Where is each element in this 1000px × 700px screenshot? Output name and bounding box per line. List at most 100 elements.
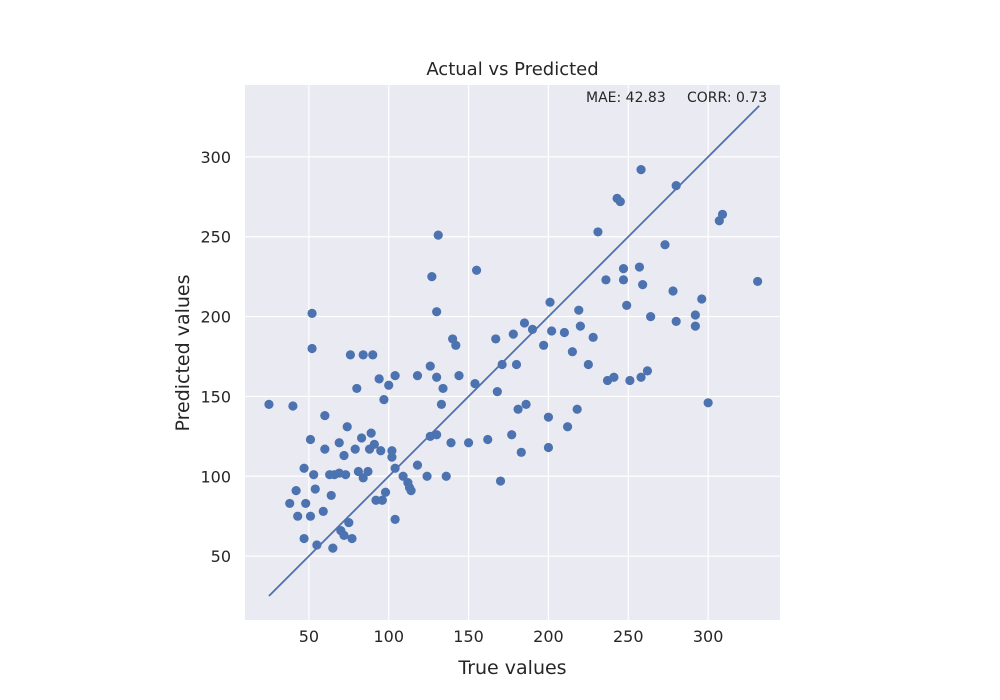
data-point: [593, 227, 603, 237]
data-point: [539, 340, 549, 350]
data-point: [345, 350, 356, 360]
data-point: [320, 410, 330, 421]
data-point: [470, 379, 480, 389]
data-point: [307, 308, 317, 318]
data-point: [545, 297, 555, 307]
y-tick-label: 50: [211, 547, 231, 566]
data-point: [301, 498, 311, 509]
data-point: [491, 334, 501, 344]
data-point: [318, 506, 328, 517]
data-point: [588, 332, 598, 342]
data-point: [352, 383, 362, 394]
data-point: [511, 359, 522, 370]
data-point: [527, 324, 538, 334]
data-point: [671, 181, 681, 191]
data-point: [543, 442, 554, 453]
data-point: [380, 487, 391, 497]
data-point: [516, 447, 526, 457]
data-point: [285, 498, 295, 509]
data-point: [508, 329, 518, 339]
data-point: [371, 495, 381, 505]
data-point: [438, 383, 448, 394]
x-tick-label: 100: [373, 627, 404, 646]
data-point: [660, 240, 670, 250]
data-point: [567, 347, 577, 357]
data-point: [307, 343, 317, 354]
data-point: [618, 264, 629, 274]
corr-annotation: CORR: 0.73: [687, 90, 767, 106]
data-point: [492, 387, 502, 397]
x-axis-label: True values: [457, 657, 566, 679]
data-point: [341, 470, 351, 480]
data-point: [642, 366, 653, 376]
data-point: [521, 399, 531, 410]
data-point: [583, 359, 593, 370]
data-point: [625, 375, 635, 386]
data-point: [463, 438, 474, 448]
data-point: [422, 471, 432, 481]
data-point: [390, 514, 400, 524]
data-point: [433, 230, 443, 240]
data-point: [299, 533, 309, 544]
data-point: [703, 398, 713, 408]
data-point: [412, 460, 423, 470]
x-tick-label: 150: [453, 627, 484, 646]
data-point: [636, 372, 646, 382]
x-tick-label: 300: [693, 627, 724, 646]
data-point: [374, 374, 384, 384]
data-point: [497, 359, 507, 370]
data-point: [363, 466, 373, 477]
data-point: [347, 533, 357, 544]
data-point: [454, 371, 464, 381]
data-point: [398, 471, 408, 481]
data-point: [483, 434, 493, 445]
data-point: [717, 209, 728, 219]
data-point: [305, 434, 316, 445]
data-point: [406, 486, 416, 496]
data-point: [436, 399, 447, 410]
data-point: [390, 463, 400, 473]
data-point: [264, 399, 274, 410]
data-point: [753, 276, 763, 287]
data-point: [609, 372, 619, 382]
y-tick-label: 250: [200, 228, 231, 247]
data-point: [390, 371, 400, 381]
data-point: [339, 530, 349, 540]
data-point: [342, 422, 352, 432]
mae-annotation: MAE: 42.83: [586, 90, 666, 106]
data-point: [697, 294, 707, 304]
data-point: [368, 350, 378, 360]
data-point: [387, 446, 397, 456]
x-tick-labels: 50 100 150 200 250 300: [299, 627, 724, 646]
data-point: [513, 404, 523, 414]
data-point: [446, 438, 456, 448]
data-point: [562, 422, 573, 432]
data-point: [634, 262, 645, 272]
data-point: [574, 305, 584, 315]
data-point: [293, 511, 303, 521]
data-point: [369, 439, 379, 449]
x-tick-label: 250: [613, 627, 644, 646]
data-point: [356, 433, 367, 443]
data-point: [350, 444, 360, 454]
data-point: [305, 511, 316, 521]
data-point: [572, 404, 582, 414]
y-tick-labels: 50 100 150 200 250 300: [200, 148, 231, 566]
data-point: [326, 490, 336, 501]
data-point: [543, 412, 554, 422]
data-point: [310, 484, 320, 494]
data-point: [547, 326, 557, 336]
data-point: [618, 275, 629, 285]
data-point: [690, 321, 700, 331]
y-tick-label: 200: [200, 308, 231, 327]
data-point: [690, 310, 700, 320]
data-point: [387, 452, 397, 462]
data-point: [328, 543, 338, 553]
data-point: [299, 463, 309, 473]
data-point: [507, 430, 517, 440]
y-tick-label: 100: [200, 467, 231, 486]
data-point: [646, 311, 656, 322]
y-tick-label: 150: [200, 387, 231, 406]
data-point: [615, 196, 625, 207]
